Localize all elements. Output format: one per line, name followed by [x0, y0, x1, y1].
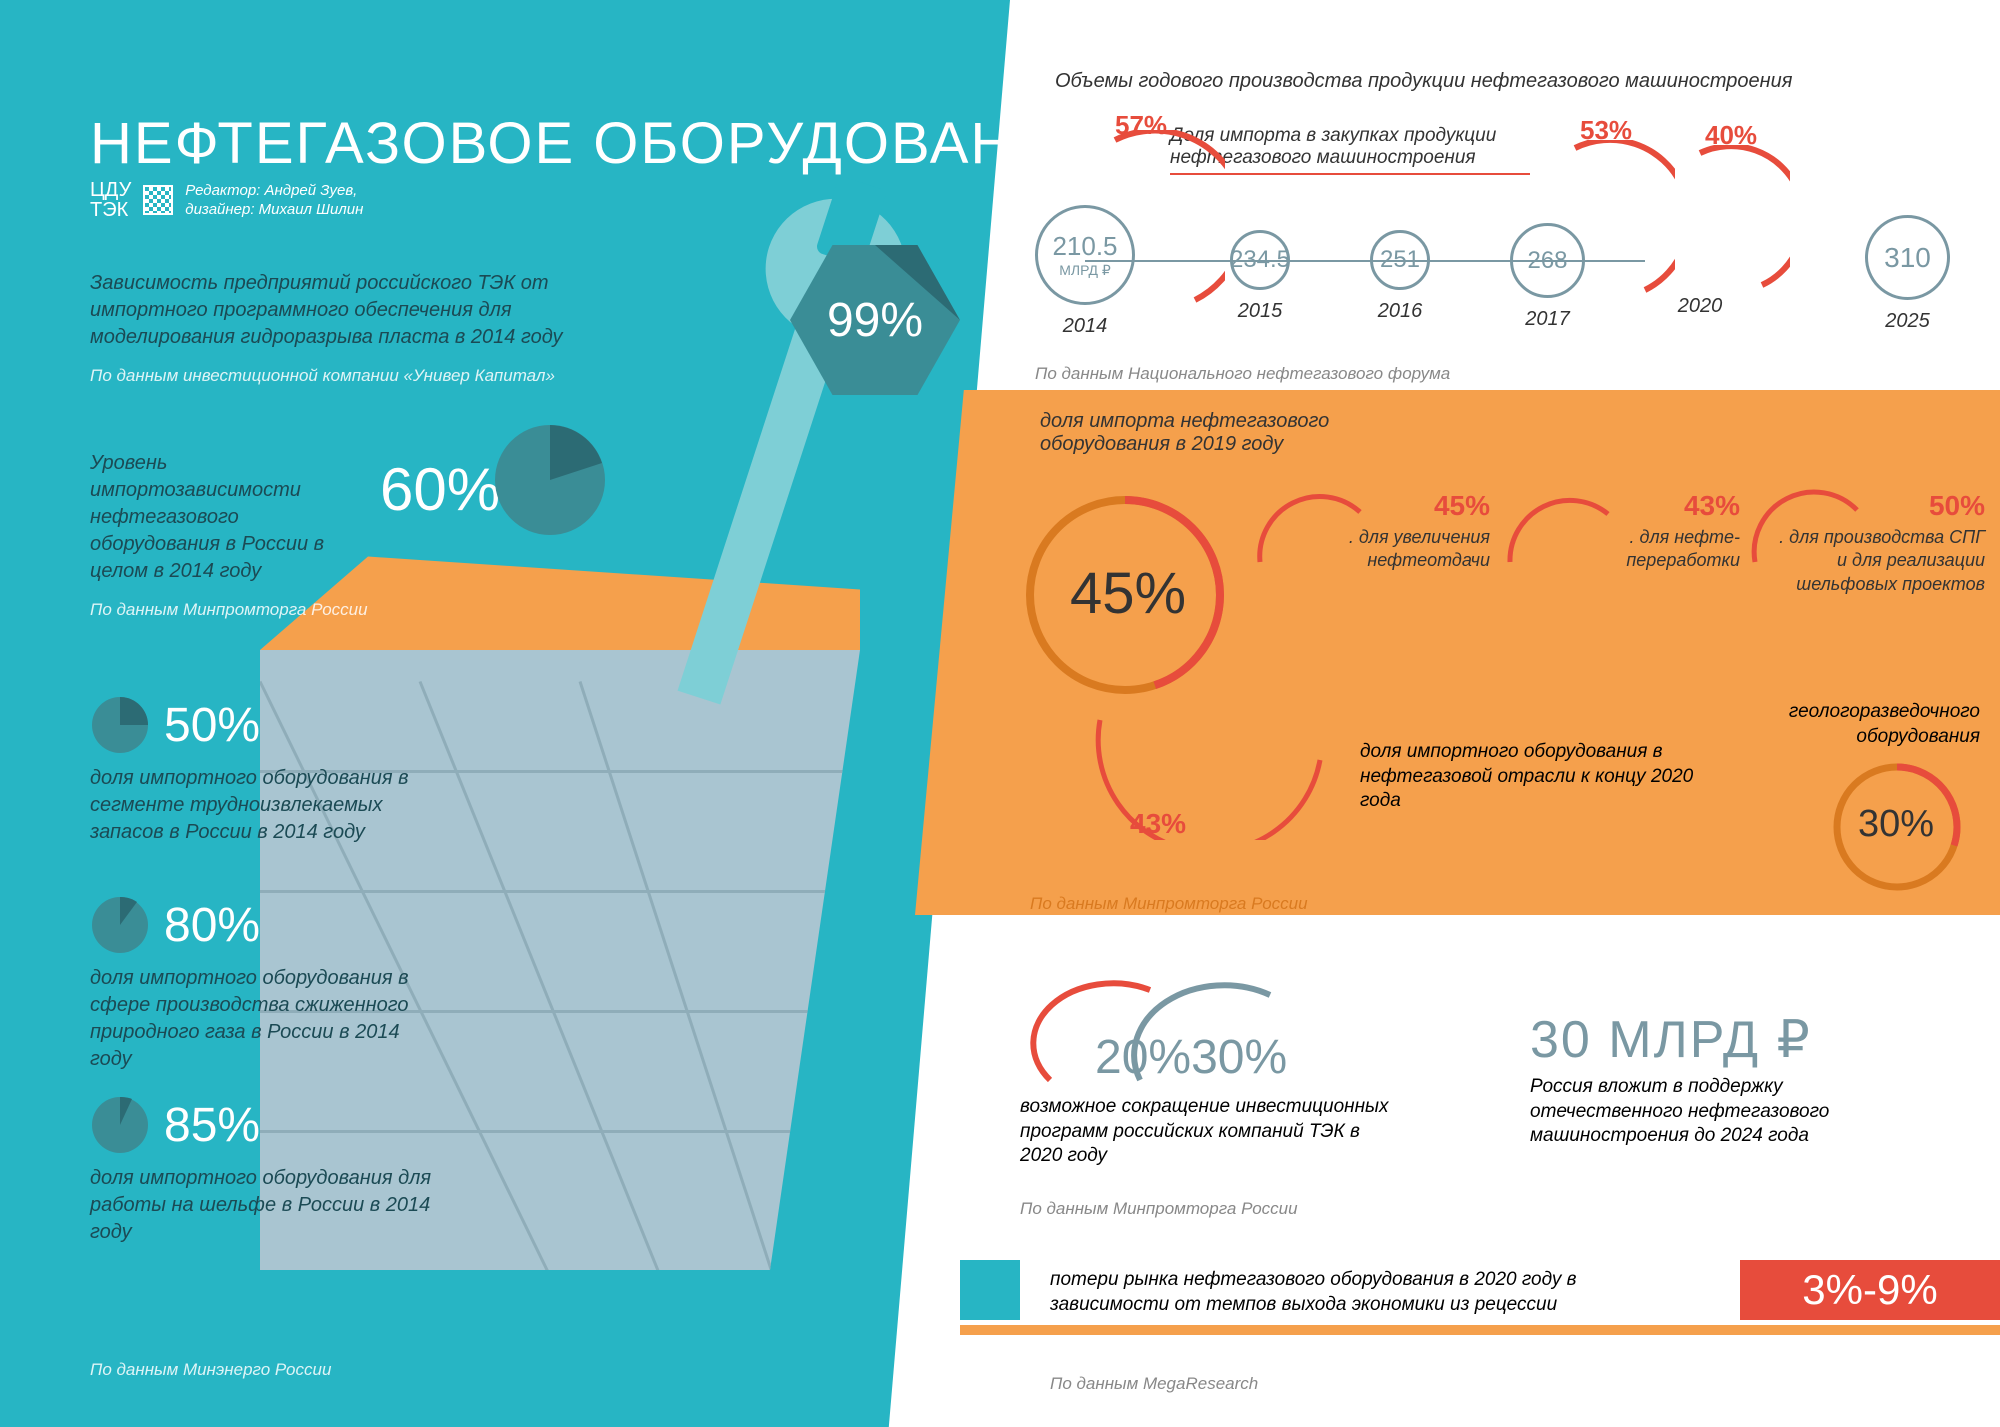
year-value: 234.5 — [1230, 246, 1290, 274]
arc-icon — [1105, 130, 1225, 310]
year-value: 251 — [1380, 246, 1420, 274]
orange-item-2: 50% для производства СПГ и для реализаци… — [1775, 490, 1985, 596]
bar-text: потери рынка нефтегазового оборудования … — [1050, 1268, 1700, 1317]
year-label: 2020 — [1675, 295, 1725, 318]
pie-icon — [90, 695, 150, 755]
orange-br-desc: геологоразведочного оборудования — [1780, 700, 1980, 749]
stat60-value: 60% — [380, 455, 500, 524]
year-label: 2015 — [1230, 300, 1290, 323]
big45-value: 45% — [1070, 560, 1186, 627]
year-label: 2017 — [1510, 308, 1585, 331]
orange-item-0: 45% для увеличения нефтеотдачи — [1280, 490, 1490, 573]
pie-icon — [90, 895, 150, 955]
stat60-desc: Уровень импортозависимости нефтегазового… — [90, 450, 370, 622]
stat-desc: доля импортного оборудования в сфере про… — [90, 965, 440, 1073]
intro-block: Зависимость предприятий российского ТЭК … — [90, 270, 620, 388]
arcs-value: 20%30% — [1095, 1030, 1287, 1085]
left-bottom-source: По данным Минэнерго России — [90, 1360, 331, 1380]
orange-bl-desc: доля импортного оборудования в нефтегазо… — [1360, 740, 1700, 814]
year-label: 2025 — [1865, 310, 1950, 333]
stat60-source: По данным Минпромторга России — [90, 599, 370, 622]
left-stat-2: 85% доля импортного оборудования для раб… — [90, 1095, 440, 1246]
orange-title: доля импорта нефтегазового оборудования … — [1040, 410, 1360, 456]
arcs-source: По данным Минпромторга России — [1020, 1199, 1298, 1219]
stat-desc: доля импортного оборудования в сегменте … — [90, 765, 440, 846]
stat60-pie — [490, 420, 610, 540]
bar-orange — [960, 1325, 2000, 1335]
year-label: 2014 — [1035, 315, 1135, 338]
big-desc-30b: Россия вложит в поддержку отечественного… — [1530, 1075, 1910, 1149]
intro-source: По данным инвестиционной компании «Униве… — [90, 365, 620, 388]
logo-icon — [143, 185, 173, 215]
year-value: 268 — [1527, 247, 1567, 275]
year-label: 2016 — [1370, 300, 1430, 323]
timeline: 210.5 МЛРД ₽ 2014 57% 234.5 2015 251 201… — [1035, 120, 1995, 380]
year-2016: 251 2016 — [1370, 230, 1430, 323]
timeline-title: Объемы годового производства продукции н… — [1055, 70, 1792, 93]
hex-99: 99% — [790, 245, 960, 395]
bottom-source: По данным MegaResearch — [1050, 1374, 1258, 1394]
stat-value: 50% — [164, 698, 260, 753]
arc-icon — [1250, 472, 1370, 572]
year-value: 310 — [1884, 242, 1931, 274]
stat-value: 85% — [164, 1098, 260, 1153]
arc-icon — [1745, 472, 1865, 572]
orange-bottom-left: 43% — [1080, 700, 1340, 845]
year-pct: 57% — [1115, 110, 1167, 141]
orange-source: По данным Минпромторга России — [1030, 894, 1308, 914]
orange-item-1: 43% для нефте-переработки — [1530, 490, 1740, 573]
credits-text: Редактор: Андрей Зуев, дизайнер: Михаил … — [185, 181, 363, 220]
bar-teal — [960, 1260, 1020, 1320]
year-pct: 40% — [1705, 120, 1757, 151]
year-pct: 53% — [1580, 115, 1632, 146]
logo: ЦДУ ТЭК Редактор: Андрей Зуев, дизайнер:… — [90, 180, 363, 220]
left-stat-1: 80% доля импортного оборудования в сфере… — [90, 895, 440, 1073]
item-pct: 43% — [1130, 808, 1186, 840]
year-2025: 310 2025 — [1865, 215, 1950, 333]
donut-30-value: 30% — [1858, 803, 1934, 846]
hex-value: 99% — [827, 293, 923, 348]
arc-icon — [1080, 700, 1340, 840]
arc-icon — [1500, 472, 1620, 572]
left-stat-0: 50% доля импортного оборудования в сегме… — [90, 695, 440, 846]
stat-value: 80% — [164, 898, 260, 953]
bar-red-value: 3%-9% — [1740, 1260, 2000, 1320]
logo-text: ЦДУ ТЭК — [90, 180, 131, 220]
arc-icon — [1690, 145, 1790, 295]
page-title: НЕФТЕГАЗОВОЕ ОБОРУДОВАНИЕ — [90, 110, 1099, 177]
timeline-source: По данным Национального нефтегазового фо… — [1035, 364, 1450, 384]
year-2015: 234.5 2015 — [1230, 230, 1290, 323]
intro-text: Зависимость предприятий российского ТЭК … — [90, 270, 620, 351]
arcs-desc: возможное сокращение инвестиционных прог… — [1020, 1095, 1400, 1169]
arc-icon — [1565, 140, 1675, 300]
pie-icon — [90, 1095, 150, 1155]
stat-desc: доля импортного оборудования для работы … — [90, 1165, 440, 1246]
big-value-30b: 30 МЛРД ₽ — [1530, 1010, 1812, 1070]
year-unit: МЛРД ₽ — [1059, 262, 1111, 279]
